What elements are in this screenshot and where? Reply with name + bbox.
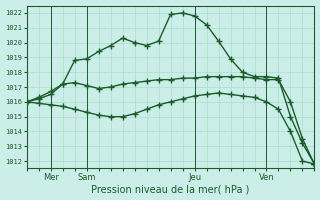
X-axis label: Pression niveau de la mer( hPa ): Pression niveau de la mer( hPa ): [92, 184, 250, 194]
